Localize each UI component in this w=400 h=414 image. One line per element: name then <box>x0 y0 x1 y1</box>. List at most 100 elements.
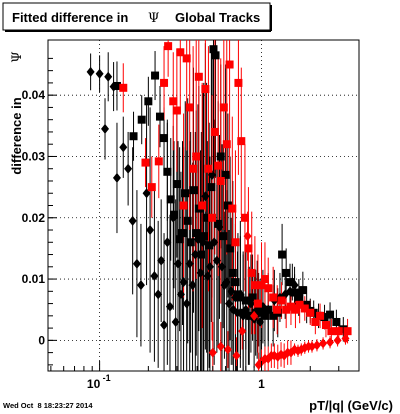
data-point <box>247 268 256 277</box>
data-point <box>207 183 216 192</box>
y-tick-label: 0.02 <box>22 211 46 225</box>
data-point <box>172 106 181 115</box>
data-point <box>326 337 335 348</box>
data-point <box>225 60 234 69</box>
x-tick-label: 10 <box>87 377 101 391</box>
data-point <box>244 244 253 253</box>
data-point <box>86 66 95 77</box>
y-axis-label-symbol: Ψ <box>10 51 25 62</box>
data-point <box>147 183 156 192</box>
data-point <box>240 213 249 222</box>
data-point <box>163 167 172 176</box>
data-point <box>163 237 172 248</box>
data-point <box>151 71 160 80</box>
data-point <box>264 305 273 314</box>
data-point <box>341 333 350 344</box>
y-tick-label: 0.01 <box>22 272 46 286</box>
data-point <box>160 134 169 143</box>
data-point <box>136 280 145 291</box>
series-2 <box>119 42 352 336</box>
data-point <box>326 310 335 319</box>
data-point <box>129 132 138 141</box>
data-point <box>178 229 187 238</box>
data-point <box>312 340 321 351</box>
data-point <box>237 137 246 146</box>
data-point <box>282 305 291 314</box>
data-point <box>236 293 245 302</box>
data-point <box>192 229 201 238</box>
data-point <box>216 152 225 161</box>
data-point <box>154 157 163 166</box>
data-point <box>339 325 348 334</box>
data-point <box>225 298 234 309</box>
data-point <box>146 225 155 236</box>
data-point <box>164 42 173 51</box>
data-point <box>196 267 205 278</box>
data-point <box>185 103 194 112</box>
data-point <box>231 278 240 287</box>
data-point <box>181 189 190 198</box>
data-point <box>234 78 243 87</box>
data-point <box>231 238 240 247</box>
data-point <box>119 142 128 153</box>
data-point <box>144 97 153 106</box>
data-point <box>260 311 269 320</box>
data-point <box>179 201 188 210</box>
data-point <box>171 316 180 327</box>
data-point <box>239 308 248 317</box>
data-point <box>228 204 237 213</box>
data-point <box>278 250 287 259</box>
data-point <box>141 158 150 167</box>
data-point <box>212 255 221 266</box>
data-point <box>209 45 218 54</box>
data-point <box>172 180 181 189</box>
data-point <box>319 338 328 349</box>
data-point <box>214 161 223 170</box>
data-point <box>208 213 217 222</box>
x-tick-label: 1 <box>258 377 265 391</box>
data-point <box>260 275 269 284</box>
data-markers <box>86 42 352 370</box>
data-point <box>165 301 174 312</box>
data-point <box>169 210 178 219</box>
data-point <box>311 317 320 326</box>
data-point <box>182 298 191 309</box>
axes: 0 0.01 0.02 0.03 0.04 10 -1 1 <box>22 57 360 391</box>
data-point <box>286 278 295 287</box>
data-point <box>137 115 146 124</box>
data-point <box>204 164 213 173</box>
data-point <box>203 270 212 281</box>
data-point <box>286 302 295 311</box>
data-point <box>202 213 211 222</box>
data-point <box>219 103 228 112</box>
data-point <box>199 232 208 241</box>
data-point <box>238 326 247 337</box>
data-point <box>216 341 225 352</box>
data-point <box>95 68 104 79</box>
data-point <box>176 48 185 57</box>
y-tick-label: 0.04 <box>22 88 46 102</box>
data-point <box>217 261 226 272</box>
data-point <box>223 344 232 355</box>
data-point <box>221 170 230 179</box>
y-axis-label: difference in <box>9 97 24 174</box>
series-0 <box>86 66 303 331</box>
data-point <box>282 268 291 277</box>
data-point <box>269 293 278 302</box>
data-point <box>320 313 329 322</box>
data-point <box>216 176 225 185</box>
data-point <box>298 286 307 295</box>
data-point <box>150 270 159 281</box>
data-point <box>226 244 235 253</box>
data-point <box>290 288 299 297</box>
data-point <box>205 261 214 272</box>
data-point <box>277 296 286 305</box>
data-point <box>155 112 164 121</box>
data-point <box>182 54 191 63</box>
data-point <box>101 123 110 134</box>
data-point <box>191 249 200 260</box>
chart-title-suffix: Global Tracks <box>175 10 260 25</box>
data-point <box>205 241 214 250</box>
data-point <box>295 300 304 309</box>
